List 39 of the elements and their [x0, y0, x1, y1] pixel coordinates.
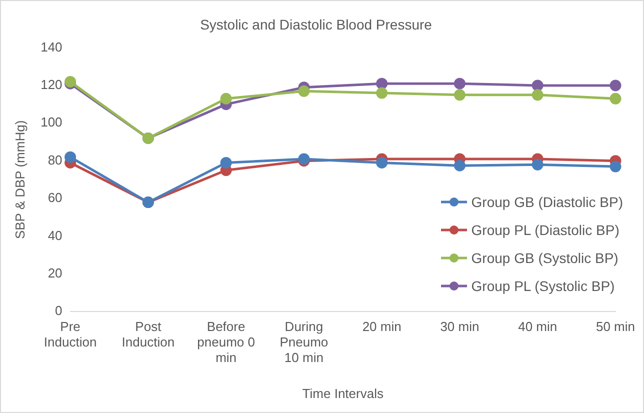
point: [64, 151, 76, 163]
point: [376, 87, 388, 99]
point: [532, 80, 544, 92]
point: [610, 80, 622, 92]
point: [454, 89, 466, 101]
y-tick-label: 100: [40, 114, 62, 130]
y-tick-label: 0: [55, 303, 62, 318]
y-tick-label: 60: [48, 190, 62, 206]
chart-title: Systolic and Diastolic Blood Pressure: [200, 16, 432, 32]
y-tick-label: 80: [48, 152, 62, 168]
legend-label: Group GB (Systolic BP): [471, 250, 618, 266]
x-tick-label: Pre Induction: [44, 318, 97, 350]
point: [454, 160, 466, 172]
point: [610, 160, 622, 172]
x-axis-title: Time Intervals: [302, 386, 384, 401]
x-tick-label: Before pneumo 0 min: [197, 318, 255, 366]
point: [220, 92, 232, 104]
legend-label: Group PL (Diastolic BP): [471, 222, 620, 238]
point: [220, 156, 232, 168]
point: [454, 78, 466, 90]
x-tick-label: Post Induction: [122, 318, 175, 350]
x-tick-label: 30 min: [440, 318, 480, 334]
y-tick-label: 20: [48, 265, 62, 280]
y-axis-title: SBP & DBP (mmHg): [12, 120, 28, 240]
point: [376, 156, 388, 168]
legend-label: Group PL (Systolic BP): [471, 278, 615, 294]
y-tick-label: 120: [40, 77, 62, 92]
point: [532, 89, 544, 101]
y-tick-label: 40: [48, 228, 62, 243]
x-tick-label: 40 min: [518, 318, 558, 334]
point: [376, 78, 388, 90]
x-tick-label: 20 min: [362, 318, 402, 334]
legend-label: Group GB (Diastolic BP): [471, 194, 623, 210]
x-tick-label: 50 min: [596, 318, 636, 334]
point: [298, 85, 310, 97]
y-tick-label: 140: [40, 39, 62, 54]
point: [532, 158, 544, 170]
point: [610, 92, 622, 104]
x-tick-label: During Pneumo 10 min: [280, 318, 328, 366]
